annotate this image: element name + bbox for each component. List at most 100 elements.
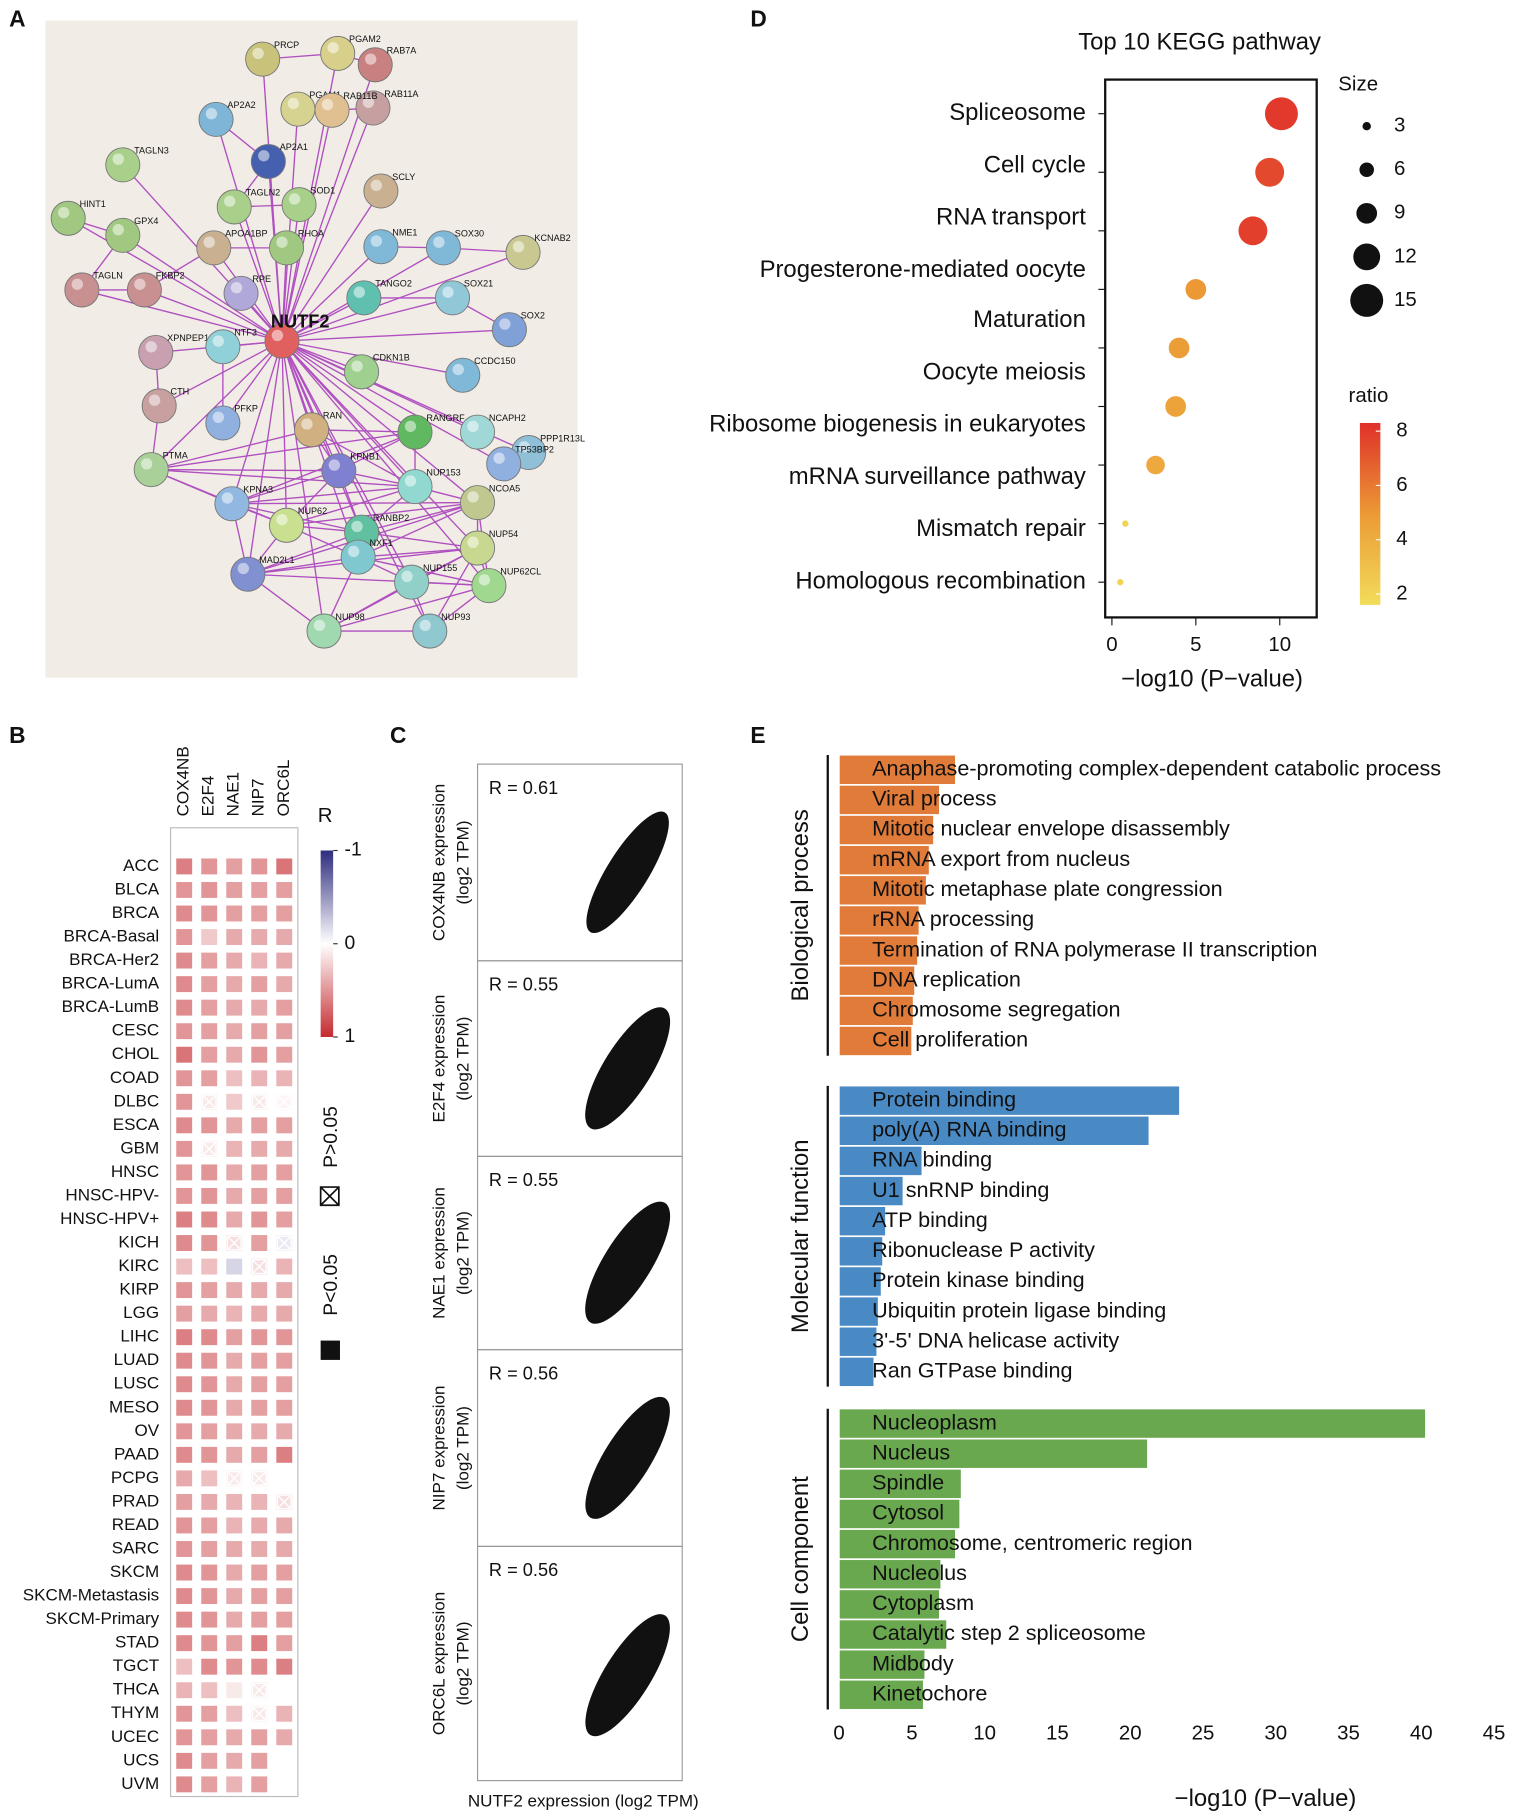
node-label: CCDC150 xyxy=(474,356,515,366)
row-label: BRCA-Basal xyxy=(63,927,159,946)
heatmap-cell xyxy=(276,1729,293,1746)
colorbar-title: R xyxy=(318,804,333,827)
heatmap-cell xyxy=(176,1446,193,1463)
node-highlight xyxy=(433,236,445,248)
heatmap-cell xyxy=(251,1517,268,1534)
heatmap-cell xyxy=(226,976,243,993)
row-label: SKCM-Primary xyxy=(46,1609,160,1628)
node-highlight xyxy=(287,97,300,110)
row-label: UCS xyxy=(123,1750,159,1769)
heatmap-cell xyxy=(276,1070,293,1087)
bar-label: poly(A) RNA binding xyxy=(872,1116,1066,1141)
heatmap-cell xyxy=(201,1329,218,1346)
edge xyxy=(281,340,479,549)
heatmap-cell xyxy=(176,1329,193,1346)
y-axis-label: (log2 TPM) xyxy=(453,1621,472,1705)
edge xyxy=(358,547,478,558)
colorbar xyxy=(320,850,334,1037)
edge xyxy=(281,340,359,558)
node-highlight xyxy=(467,420,479,433)
y-tick-label: Spliceosome xyxy=(949,99,1086,126)
node-label: NCAPH2 xyxy=(489,413,526,423)
node-label: NUP54 xyxy=(489,529,518,539)
size-legend-dot xyxy=(1362,122,1371,131)
node-label: RAB11B xyxy=(343,91,377,101)
bar-label: Nucleus xyxy=(872,1439,950,1464)
row-label: SKCM xyxy=(110,1562,159,1581)
heatmap-cell xyxy=(251,999,268,1016)
heatmap-cell xyxy=(226,1046,243,1063)
panel-label: E xyxy=(750,722,765,748)
node-label: PGAM2 xyxy=(349,34,381,44)
row-label: SARC xyxy=(112,1538,159,1557)
row-label: DLBC xyxy=(114,1091,159,1110)
node-highlight xyxy=(419,619,431,632)
heatmap-cell xyxy=(176,1588,193,1605)
node-highlight xyxy=(212,411,224,423)
node-label: PTMA xyxy=(163,450,189,460)
colorbar-tick-label: 4 xyxy=(1396,527,1407,550)
x-tick-label: 30 xyxy=(1264,1721,1287,1744)
heatmap-cell xyxy=(276,929,293,945)
edge xyxy=(357,501,478,558)
node-label: RANGRF xyxy=(426,413,465,423)
node-highlight xyxy=(112,153,124,165)
heatmap-cell xyxy=(176,1046,193,1063)
heatmap-cell xyxy=(176,1023,193,1040)
heatmap-cell xyxy=(176,1140,193,1157)
point-cloud xyxy=(585,1396,670,1519)
color-legend-title: ratio xyxy=(1349,384,1389,407)
heatmap-cell xyxy=(176,858,193,875)
node-highlight xyxy=(134,278,146,290)
heatmap-cell xyxy=(226,929,243,945)
edge xyxy=(361,501,478,533)
heatmap-cell xyxy=(251,952,268,969)
heatmap-cell xyxy=(226,1023,243,1040)
colorbar-tick-label: 6 xyxy=(1396,473,1407,496)
heatmap-cell xyxy=(226,952,243,969)
bar xyxy=(838,1498,961,1530)
node-highlight xyxy=(230,281,243,294)
column-label: E2F4 xyxy=(199,776,218,817)
row-label: THCA xyxy=(113,1680,160,1699)
node-label: TAGLN xyxy=(93,271,123,281)
legend-ns-symbol xyxy=(319,1186,340,1207)
heatmap-cell xyxy=(276,1140,293,1157)
heatmap-cell xyxy=(226,999,243,1016)
heatmap-cell xyxy=(276,1588,293,1605)
heatmap-cell xyxy=(251,1376,268,1393)
heatmap-cell xyxy=(226,1729,243,1746)
legend-label: P<0.05 xyxy=(321,1254,342,1316)
bar-label: mRNA export from nucleus xyxy=(872,846,1130,871)
bar xyxy=(838,1145,923,1177)
size-legend-dot xyxy=(1350,283,1384,317)
heatmap-cell xyxy=(276,1305,293,1322)
bar-label: Anaphase-promoting complex-dependent cat… xyxy=(872,755,1441,780)
edge xyxy=(281,297,453,342)
node-highlight xyxy=(205,108,218,120)
heatmap-cell xyxy=(201,1541,218,1557)
node-label: TAGLN3 xyxy=(134,146,169,156)
heatmap-cell xyxy=(226,1164,243,1181)
colorbar-tick-label: 2 xyxy=(1396,581,1407,604)
bar xyxy=(838,1438,1149,1470)
r-label: R = 0.61 xyxy=(489,778,558,798)
row-label: KIRP xyxy=(119,1280,159,1299)
group-label: Biological process xyxy=(787,809,814,1001)
r-label: R = 0.55 xyxy=(489,975,558,995)
node-highlight xyxy=(401,570,413,583)
heatmap-cell xyxy=(226,1282,243,1299)
bar-label: Cell proliferation xyxy=(872,1027,1028,1052)
bar xyxy=(838,1558,942,1590)
node-label: KPNA3 xyxy=(243,484,273,494)
ns-cross xyxy=(226,1235,242,1251)
heatmap-cell xyxy=(226,1493,243,1510)
x-tick-label: 45 xyxy=(1483,1721,1506,1744)
node-label: PRCP xyxy=(274,40,299,50)
node-label: AP2A2 xyxy=(227,100,255,110)
heatmap-cell xyxy=(176,1776,193,1793)
heatmap-cell xyxy=(251,1446,268,1463)
plot-frame xyxy=(1104,78,1318,619)
node-label: NUP62 xyxy=(298,506,327,516)
heatmap-cell xyxy=(226,1376,243,1393)
